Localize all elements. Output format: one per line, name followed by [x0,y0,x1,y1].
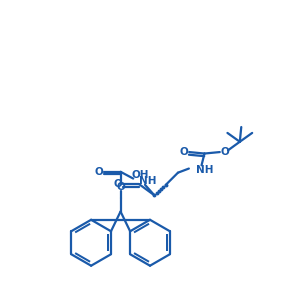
Text: NH: NH [139,176,157,186]
Text: O: O [220,147,229,157]
Text: O: O [116,182,125,192]
Text: NH: NH [196,165,214,175]
Text: O: O [180,147,188,157]
Text: OH: OH [132,170,149,180]
Text: O: O [95,167,104,177]
Text: O: O [113,179,122,189]
